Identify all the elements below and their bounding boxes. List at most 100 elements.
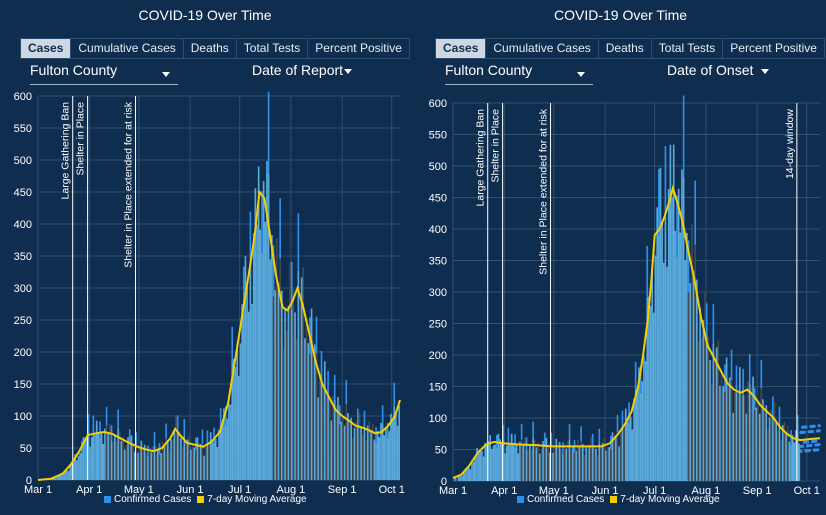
case-bar xyxy=(462,471,465,481)
annotation-label: Shelter in Place xyxy=(490,109,502,183)
case-bar xyxy=(110,440,113,480)
case-bar xyxy=(519,441,521,481)
case-bar-spike xyxy=(386,422,389,439)
case-bar-spike xyxy=(502,424,505,441)
case-bar xyxy=(391,421,394,480)
case-bar xyxy=(517,453,520,481)
case-bar xyxy=(486,442,488,481)
legend-item-confirmed[interactable]: Confirmed Cases xyxy=(517,494,604,505)
case-bar xyxy=(120,441,123,480)
case-bar xyxy=(347,413,349,480)
case-bar xyxy=(469,469,472,481)
tab-percent-positive[interactable]: Percent Positive xyxy=(315,41,402,55)
y-tick-label: 300 xyxy=(14,283,32,295)
case-bar xyxy=(238,375,240,480)
case-bar xyxy=(783,421,786,481)
x-tick-label: Jul 1 xyxy=(228,484,251,496)
case-bar xyxy=(219,426,222,480)
case-bar xyxy=(747,380,749,481)
y-tick-label: 50 xyxy=(20,443,32,455)
legend-item-confirmed[interactable]: Confirmed Cases xyxy=(104,494,191,505)
case-bar xyxy=(479,450,482,481)
case-bar xyxy=(735,392,738,481)
case-bar xyxy=(137,452,139,480)
case-bar xyxy=(684,260,687,481)
case-bar xyxy=(284,308,286,480)
tab-cases[interactable]: Cases xyxy=(21,39,72,58)
case-bar xyxy=(79,453,81,480)
y-tick-label: 400 xyxy=(14,219,32,231)
case-bar-spike xyxy=(375,427,377,442)
provisional-point xyxy=(802,430,806,434)
case-bar xyxy=(340,421,343,480)
case-bar xyxy=(530,449,533,481)
case-bar xyxy=(497,433,500,481)
case-bar xyxy=(125,445,128,480)
left-chart-panel: COVID-19 Over Time Cases Cumulative Case… xyxy=(0,0,410,515)
case-bar xyxy=(743,394,746,481)
case-bar xyxy=(653,312,655,481)
case-bar xyxy=(507,442,510,481)
tab-deaths[interactable]: Deaths xyxy=(184,39,237,58)
tab-deaths[interactable]: Deaths xyxy=(599,39,652,58)
tab-cases[interactable]: Cases xyxy=(436,39,487,58)
case-bar xyxy=(649,305,652,481)
case-bar-spike xyxy=(357,408,359,427)
case-bar xyxy=(150,452,153,480)
case-bar xyxy=(610,448,612,481)
case-bar-spike xyxy=(705,303,708,343)
case-bar xyxy=(568,439,571,481)
county-select[interactable]: Fulton County xyxy=(30,62,178,85)
annotation-label: Shelter in Place extended for at risk xyxy=(538,108,550,275)
tab-total-tests[interactable]: Total Tests xyxy=(652,39,724,58)
case-bar xyxy=(603,438,606,481)
legend-item-average[interactable]: 7-day Moving Average xyxy=(610,494,720,505)
annotation-label: Shelter in Place xyxy=(75,102,87,176)
date-mode-select[interactable]: Date of Onset xyxy=(667,62,770,84)
tab-cumulative-cases[interactable]: Cumulative Cases xyxy=(486,39,599,58)
case-bar xyxy=(69,464,72,480)
case-bar xyxy=(312,340,315,480)
tab-percent-positive[interactable]: Percent Positive xyxy=(730,41,817,55)
case-bar xyxy=(272,296,275,480)
case-bar xyxy=(171,439,174,480)
chart-legend: Confirmed Cases 7-day Moving Average xyxy=(104,494,307,505)
case-bar-spike xyxy=(687,240,690,293)
case-bar xyxy=(522,443,525,481)
case-bar xyxy=(755,407,758,481)
case-bar xyxy=(117,427,119,480)
case-bar xyxy=(472,461,475,481)
case-bar xyxy=(520,439,523,481)
case-bar xyxy=(360,427,362,480)
case-bar xyxy=(704,292,706,481)
chevron-down-icon xyxy=(761,68,770,74)
confirmed-cases-bars xyxy=(453,95,801,482)
case-bar xyxy=(62,473,65,480)
x-tick-label: Aug 1 xyxy=(277,484,306,496)
case-bar xyxy=(606,446,609,481)
x-tick-label: Jul 1 xyxy=(643,485,666,497)
x-tick-label: May 1 xyxy=(539,485,569,497)
date-mode-select[interactable]: Date of Report xyxy=(252,62,353,84)
case-bar xyxy=(138,445,141,480)
case-bar-spike xyxy=(525,437,528,451)
case-bar xyxy=(168,450,171,480)
legend-item-average[interactable]: 7-day Moving Average xyxy=(197,494,307,505)
tab-cumulative-cases[interactable]: Cumulative Cases xyxy=(71,39,184,58)
case-bar xyxy=(641,381,644,481)
case-bar xyxy=(563,444,566,481)
case-bar xyxy=(550,446,553,481)
y-tick-label: 600 xyxy=(429,98,447,110)
moving-average-line xyxy=(452,184,821,479)
case-bar xyxy=(796,432,799,481)
case-bar-spike xyxy=(621,410,624,429)
case-bar xyxy=(487,441,490,481)
county-select[interactable]: Fulton County xyxy=(445,62,593,85)
tab-total-tests[interactable]: Total Tests xyxy=(237,39,309,58)
case-bar xyxy=(676,256,678,481)
case-bar xyxy=(183,435,186,480)
case-bar xyxy=(221,424,224,480)
case-bar xyxy=(99,437,101,480)
case-bar xyxy=(777,430,779,481)
case-bar xyxy=(234,367,237,480)
